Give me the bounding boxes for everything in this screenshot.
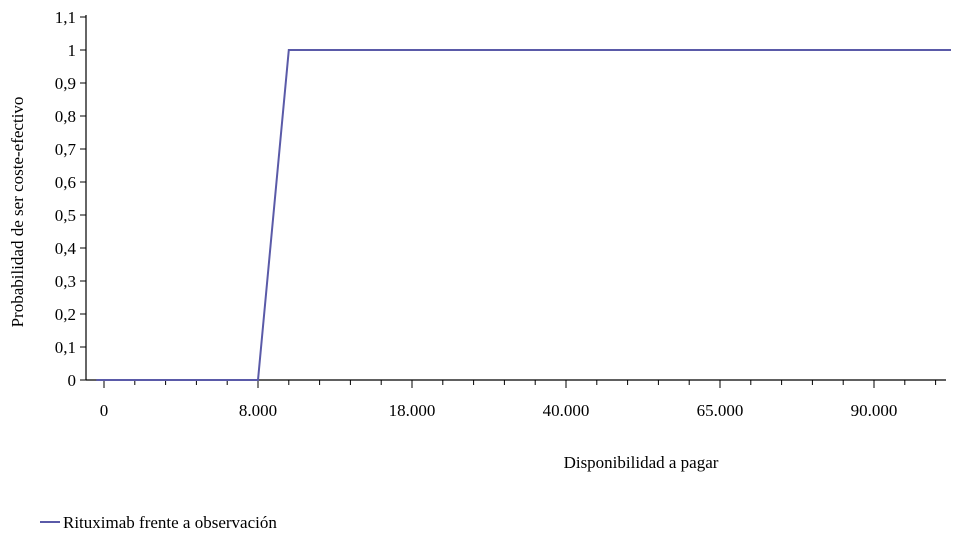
- series-line-0: [96, 49, 951, 381]
- x-tick-label: 0: [100, 401, 109, 420]
- y-tick-label: 0,9: [55, 74, 76, 93]
- y-tick-label: 0,3: [55, 272, 76, 291]
- y-tick-label: 0,5: [55, 206, 76, 225]
- y-tick-label: 0: [68, 371, 77, 390]
- x-tick-label: 40.000: [543, 401, 590, 420]
- x-tick-label: 18.000: [389, 401, 436, 420]
- y-tick-label: 0,7: [55, 140, 77, 159]
- x-axis-title: Disponibilidad a pagar: [564, 453, 719, 472]
- y-tick-label: 1,1: [55, 8, 76, 27]
- series-layer: [96, 49, 951, 381]
- x-tick-label: 90.000: [851, 401, 898, 420]
- x-axis: 0 8.000 18.000 40.000 65.000 90.000: [86, 379, 946, 420]
- legend: Rituximab frente a observación: [40, 513, 277, 532]
- y-axis-title: Probabilidad de ser coste-efectivo: [8, 97, 27, 328]
- y-axis: 0 0,1 0,2 0,3 0,4 0,5 0,6 0,7 0,8 0,9 1 1,1: [55, 8, 87, 390]
- x-tick-label: 65.000: [697, 401, 744, 420]
- y-tick-label: 1: [68, 41, 77, 60]
- x-tick-label: 8.000: [239, 401, 277, 420]
- y-tick-label: 0,6: [55, 173, 76, 192]
- legend-label: Rituximab frente a observación: [63, 513, 277, 532]
- y-tick-label: 0,2: [55, 305, 76, 324]
- y-tick-label: 0,8: [55, 107, 76, 126]
- y-tick-label: 0,4: [55, 239, 77, 258]
- y-tick-label: 0,1: [55, 338, 76, 357]
